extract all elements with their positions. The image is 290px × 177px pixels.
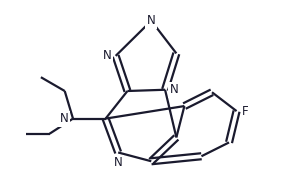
Text: N: N bbox=[114, 156, 123, 170]
Text: N: N bbox=[170, 83, 178, 96]
Text: F: F bbox=[242, 105, 249, 118]
Text: N: N bbox=[102, 49, 111, 62]
Text: N: N bbox=[60, 112, 68, 125]
Text: N: N bbox=[147, 14, 156, 27]
